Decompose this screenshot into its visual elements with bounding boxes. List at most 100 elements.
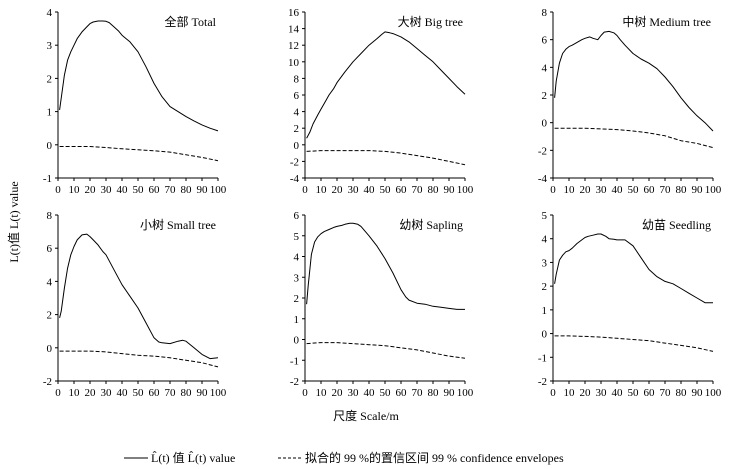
x-tick-label: 80 bbox=[428, 184, 440, 196]
x-tick-label: 100 bbox=[210, 184, 227, 196]
x-tick-label: 60 bbox=[644, 184, 656, 196]
y-tick-label: 0 bbox=[294, 335, 300, 347]
y-tick-label: 3 bbox=[294, 272, 300, 284]
y-tick-label: 1 bbox=[294, 314, 300, 326]
x-tick-label: 70 bbox=[165, 184, 177, 196]
envelope-line bbox=[59, 350, 219, 368]
x-tick-label: 0 bbox=[55, 387, 61, 399]
x-tick-label: 70 bbox=[660, 387, 672, 399]
y-tick-label: -2 bbox=[290, 156, 299, 168]
y-tick-label: 2 bbox=[294, 293, 300, 305]
y-tick-label: 16 bbox=[288, 7, 300, 19]
y-tick-label: 0 bbox=[294, 140, 300, 152]
x-tick-label: 10 bbox=[316, 184, 328, 196]
x-tick-label: 80 bbox=[181, 184, 193, 196]
panel-title: 大树 Big tree bbox=[398, 14, 463, 29]
x-tick-label: 70 bbox=[412, 387, 424, 399]
y-tick-label: 0 bbox=[542, 118, 548, 130]
x-tick-label: 80 bbox=[428, 387, 440, 399]
x-tick-label: 70 bbox=[660, 184, 672, 196]
y-tick-label: 4 bbox=[294, 107, 300, 119]
x-tick-label: 40 bbox=[364, 387, 376, 399]
x-tick-label: 20 bbox=[85, 184, 97, 196]
x-tick-label: 90 bbox=[197, 184, 209, 196]
x-tick-label: 0 bbox=[55, 184, 61, 196]
x-tick-label: 70 bbox=[165, 387, 177, 399]
x-tick-label: 90 bbox=[692, 387, 704, 399]
y-tick-label: 8 bbox=[542, 7, 548, 19]
x-tick-label: 90 bbox=[197, 387, 209, 399]
y-tick-label: 3 bbox=[542, 257, 548, 269]
x-tick-label: 10 bbox=[564, 387, 576, 399]
x-tick-label: 60 bbox=[396, 184, 408, 196]
x-tick-label: 50 bbox=[628, 387, 640, 399]
x-tick-label: 50 bbox=[380, 387, 392, 399]
x-tick-label: 20 bbox=[332, 387, 344, 399]
x-tick-label: 30 bbox=[596, 387, 608, 399]
y-tick-label: 4 bbox=[542, 234, 548, 246]
x-tick-label: 100 bbox=[210, 387, 227, 399]
y-tick-label: 4 bbox=[47, 7, 53, 19]
x-tick-label: 10 bbox=[69, 387, 81, 399]
y-tick-label: 0 bbox=[542, 329, 548, 341]
y-tick-label: 8 bbox=[294, 73, 300, 85]
x-tick-label: 40 bbox=[117, 387, 129, 399]
y-axis-label: L(t)值 L(t) value bbox=[6, 181, 21, 262]
x-tick-label: 10 bbox=[564, 184, 576, 196]
x-tick-label: 20 bbox=[332, 184, 344, 196]
observed-line bbox=[59, 233, 219, 360]
observed-line bbox=[554, 30, 714, 132]
envelope-line bbox=[306, 342, 466, 359]
legend-solid-label: L̂(t) 值 L̂(t) value bbox=[151, 450, 235, 465]
x-tick-label: 90 bbox=[444, 184, 456, 196]
x-tick-label: 50 bbox=[133, 387, 145, 399]
legend-dashed-label: 拟合的 99 %的置信区间 99 % confidence envelopes bbox=[305, 450, 564, 465]
y-tick-label: 0 bbox=[47, 343, 53, 355]
legend: L̂(t) 值 L̂(t) value 拟合的 99 %的置信区间 99 % c… bbox=[124, 450, 564, 465]
x-tick-label: 0 bbox=[302, 387, 308, 399]
x-tick-label: 90 bbox=[692, 184, 704, 196]
x-tick-label: 30 bbox=[348, 387, 360, 399]
observed-line bbox=[59, 20, 219, 132]
x-tick-label: 30 bbox=[101, 184, 113, 196]
x-tick-label: 60 bbox=[149, 184, 161, 196]
x-tick-label: 60 bbox=[644, 387, 656, 399]
y-tick-label: 5 bbox=[542, 210, 548, 222]
x-tick-label: 0 bbox=[550, 387, 556, 399]
y-tick-label: -2 bbox=[538, 376, 547, 388]
panel-title: 全部 Total bbox=[165, 14, 217, 29]
x-tick-label: 60 bbox=[396, 387, 408, 399]
panel-title: 幼树 Sapling bbox=[399, 217, 463, 232]
x-tick-label: 100 bbox=[457, 184, 474, 196]
y-tick-label: 14 bbox=[288, 24, 300, 36]
envelope-line bbox=[306, 150, 466, 166]
x-tick-label: 40 bbox=[117, 184, 129, 196]
y-tick-label: -1 bbox=[43, 173, 52, 185]
x-tick-label: 40 bbox=[612, 184, 624, 196]
y-tick-label: 8 bbox=[47, 210, 53, 222]
y-tick-label: -2 bbox=[538, 145, 547, 157]
y-tick-label: -4 bbox=[290, 173, 300, 185]
y-tick-label: 2 bbox=[542, 281, 548, 293]
y-tick-label: 1 bbox=[47, 107, 53, 119]
x-tick-label: 30 bbox=[101, 387, 113, 399]
x-tick-label: 50 bbox=[628, 184, 640, 196]
observed-line bbox=[306, 31, 466, 139]
y-tick-label: -4 bbox=[538, 173, 548, 185]
y-tick-label: 6 bbox=[542, 35, 548, 47]
x-tick-label: 20 bbox=[85, 387, 97, 399]
envelope-line bbox=[554, 335, 714, 352]
panel-title: 幼苗 Seedling bbox=[642, 218, 711, 232]
y-tick-label: 4 bbox=[47, 276, 53, 288]
x-tick-label: 80 bbox=[676, 184, 688, 196]
y-tick-label: 12 bbox=[288, 40, 299, 52]
x-tick-label: 0 bbox=[550, 184, 556, 196]
x-tick-label: 10 bbox=[316, 387, 328, 399]
x-tick-label: 0 bbox=[302, 184, 308, 196]
